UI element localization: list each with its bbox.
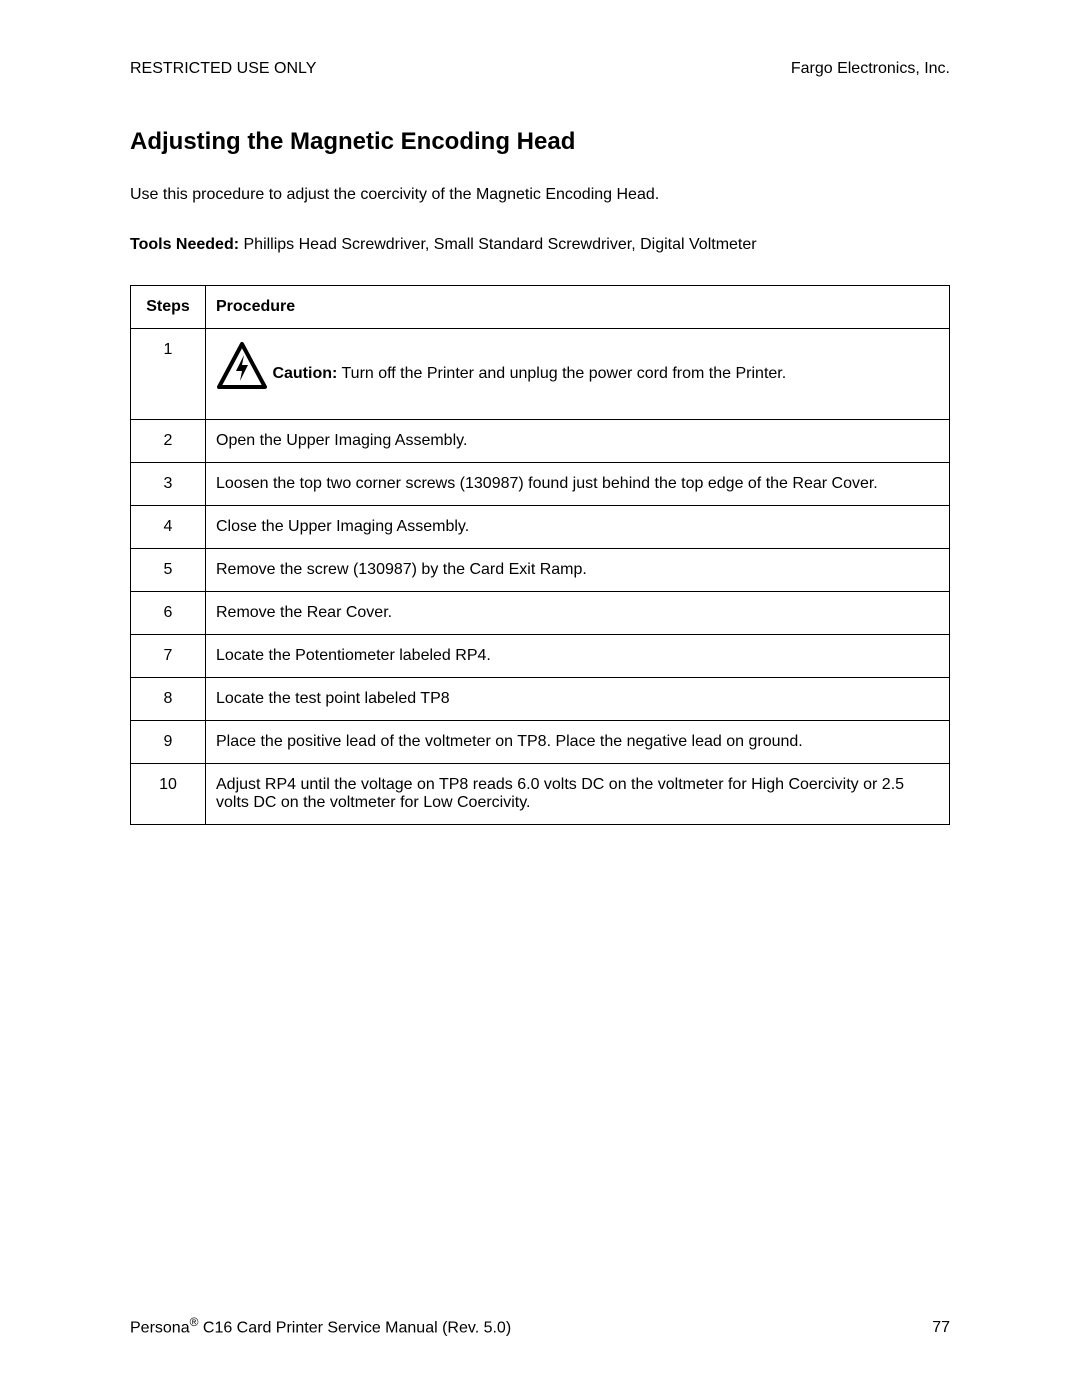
intro-paragraph: Use this procedure to adjust the coerciv…: [130, 184, 950, 206]
tools-label: Tools Needed:: [130, 236, 239, 253]
step-number: 4: [131, 505, 206, 548]
procedure-cell: Remove the screw (130987) by the Card Ex…: [206, 548, 950, 591]
step-number: 3: [131, 462, 206, 505]
col-header-steps: Steps: [131, 285, 206, 328]
step-number: 5: [131, 548, 206, 591]
page-number: 77: [932, 1319, 950, 1337]
table-row: 1 Caution: Turn off the Printer and unpl…: [131, 328, 950, 419]
page-title: Adjusting the Magnetic Encoding Head: [130, 128, 950, 156]
caution-block: Caution: Turn off the Printer and unplug…: [216, 341, 939, 407]
table-row: 10 Adjust RP4 until the voltage on TP8 r…: [131, 763, 950, 824]
procedure-cell: Adjust RP4 until the voltage on TP8 read…: [206, 763, 950, 824]
caution-icon: [216, 341, 268, 401]
procedure-cell: Locate the test point labeled TP8: [206, 677, 950, 720]
tools-needed: Tools Needed: Phillips Head Screwdriver,…: [130, 234, 950, 256]
table-row: 2 Open the Upper Imaging Assembly.: [131, 419, 950, 462]
procedure-cell: Loosen the top two corner screws (130987…: [206, 462, 950, 505]
step-number: 8: [131, 677, 206, 720]
col-header-procedure: Procedure: [206, 285, 950, 328]
procedure-cell: Place the positive lead of the voltmeter…: [206, 720, 950, 763]
header-left: RESTRICTED USE ONLY: [130, 60, 316, 78]
table-row: 4 Close the Upper Imaging Assembly.: [131, 505, 950, 548]
footer-product: Persona: [130, 1319, 190, 1336]
table-header-row: Steps Procedure: [131, 285, 950, 328]
procedure-cell: Caution: Turn off the Printer and unplug…: [206, 328, 950, 419]
procedure-cell: Close the Upper Imaging Assembly.: [206, 505, 950, 548]
step-number: 6: [131, 591, 206, 634]
table-row: 5 Remove the screw (130987) by the Card …: [131, 548, 950, 591]
footer-manual: C16 Card Printer Service Manual (Rev. 5.…: [198, 1319, 511, 1336]
footer-left: Persona® C16 Card Printer Service Manual…: [130, 1315, 511, 1337]
caution-text: Turn off the Printer and unplug the powe…: [337, 365, 786, 382]
step-number: 2: [131, 419, 206, 462]
procedure-cell: Locate the Potentiometer labeled RP4.: [206, 634, 950, 677]
step-number: 1: [131, 328, 206, 419]
step-number: 9: [131, 720, 206, 763]
page-container: RESTRICTED USE ONLY Fargo Electronics, I…: [0, 0, 1080, 825]
page-header: RESTRICTED USE ONLY Fargo Electronics, I…: [130, 60, 950, 78]
table-row: 6 Remove the Rear Cover.: [131, 591, 950, 634]
step-number: 10: [131, 763, 206, 824]
caution-label: Caution:: [272, 365, 337, 382]
step-number: 7: [131, 634, 206, 677]
header-right: Fargo Electronics, Inc.: [791, 60, 950, 78]
table-row: 9 Place the positive lead of the voltmet…: [131, 720, 950, 763]
table-row: 3 Loosen the top two corner screws (1309…: [131, 462, 950, 505]
procedure-table: Steps Procedure 1 Caution: Turn off t: [130, 285, 950, 825]
table-row: 8 Locate the test point labeled TP8: [131, 677, 950, 720]
tools-text: Phillips Head Screwdriver, Small Standar…: [239, 236, 757, 253]
procedure-cell: Remove the Rear Cover.: [206, 591, 950, 634]
page-footer: Persona® C16 Card Printer Service Manual…: [130, 1315, 950, 1337]
procedure-cell: Open the Upper Imaging Assembly.: [206, 419, 950, 462]
table-row: 7 Locate the Potentiometer labeled RP4.: [131, 634, 950, 677]
